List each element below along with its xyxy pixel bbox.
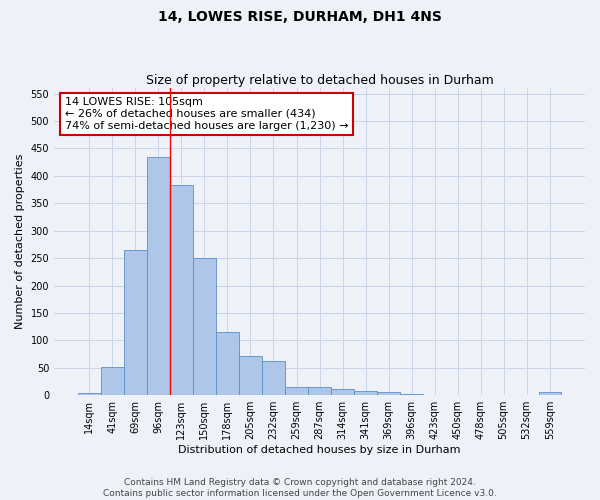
Bar — [216, 332, 239, 395]
X-axis label: Distribution of detached houses by size in Durham: Distribution of detached houses by size … — [178, 445, 461, 455]
Bar — [377, 392, 400, 395]
Bar — [446, 394, 469, 395]
Bar — [331, 388, 354, 395]
Bar — [124, 250, 146, 395]
Bar — [170, 185, 193, 395]
Bar — [308, 387, 331, 395]
Y-axis label: Number of detached properties: Number of detached properties — [15, 154, 25, 330]
Text: Contains HM Land Registry data © Crown copyright and database right 2024.
Contai: Contains HM Land Registry data © Crown c… — [103, 478, 497, 498]
Title: Size of property relative to detached houses in Durham: Size of property relative to detached ho… — [146, 74, 493, 87]
Bar — [355, 391, 377, 395]
Bar — [78, 393, 101, 395]
Text: 14 LOWES RISE: 105sqm
← 26% of detached houses are smaller (434)
74% of semi-det: 14 LOWES RISE: 105sqm ← 26% of detached … — [65, 98, 348, 130]
Bar — [147, 156, 170, 395]
Bar — [539, 392, 561, 395]
Bar — [193, 258, 215, 395]
Bar — [400, 394, 423, 395]
Bar — [286, 387, 308, 395]
Bar — [262, 361, 284, 395]
Bar — [239, 356, 262, 395]
Bar — [101, 366, 124, 395]
Text: 14, LOWES RISE, DURHAM, DH1 4NS: 14, LOWES RISE, DURHAM, DH1 4NS — [158, 10, 442, 24]
